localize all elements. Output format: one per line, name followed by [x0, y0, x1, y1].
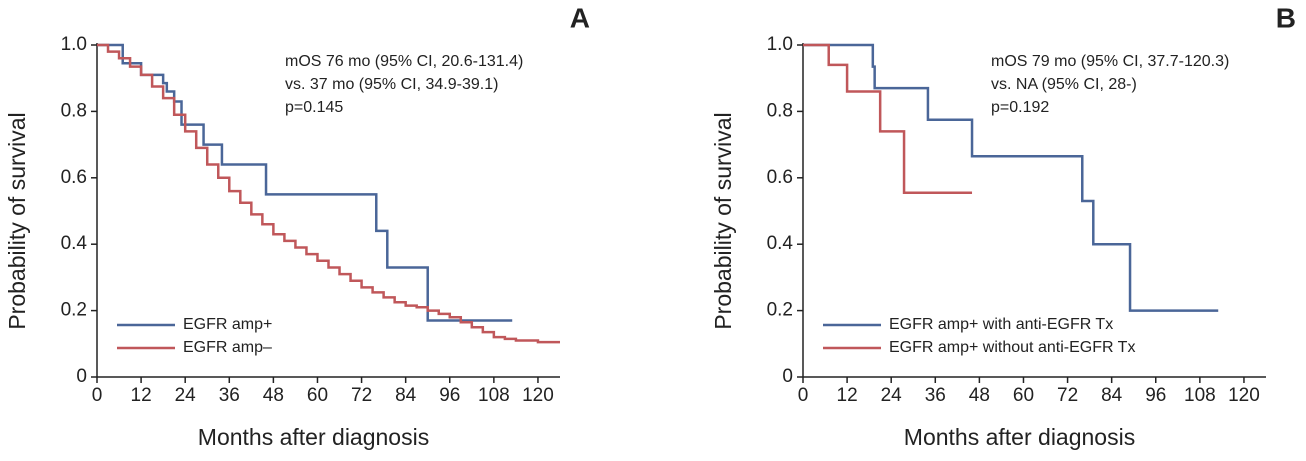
panel: 0 0.2 0.4 0.6 0.8 1.0 0 12 24 36 48 60 72 84 96 108 120 M… [4, 2, 590, 450]
x-tick-label: 60 [1013, 385, 1034, 406]
y-tick-label: 0.6 [61, 167, 87, 188]
x-tick-label: 48 [969, 385, 990, 406]
y-tick-label: 0.2 [767, 300, 793, 321]
x-tick-label: 108 [478, 385, 510, 406]
y-axis-label: Probability of survival [710, 112, 736, 329]
x-tick-label: 84 [395, 385, 417, 406]
survival-curve [803, 43, 1219, 312]
x-tick-label: 120 [522, 385, 554, 406]
x-tick-label: 84 [1101, 385, 1123, 406]
y-tick-label: 0.4 [61, 233, 88, 254]
x-tick-label: 60 [307, 385, 328, 406]
y-tick-label: 0.6 [767, 167, 793, 188]
y-tick-label: 0.8 [767, 100, 793, 121]
x-tick-label: 120 [1228, 385, 1260, 406]
survival-curve [803, 43, 973, 194]
y-tick-label: 0 [782, 366, 793, 387]
x-tick-label: 72 [351, 385, 372, 406]
y-tick-label: 0.4 [767, 233, 794, 254]
x-tick-label: 108 [1184, 385, 1216, 406]
panel-label: A [570, 2, 590, 33]
x-tick-label: 96 [1145, 385, 1166, 406]
x-tick-label: 0 [92, 385, 103, 406]
x-tick-label: 12 [131, 385, 152, 406]
annotation: p=0.192 [991, 99, 1049, 116]
y-tick-label: 1.0 [767, 34, 793, 55]
legend-label: EGFR amp+ without anti-EGFR Tx [889, 339, 1135, 356]
x-tick-label: 0 [798, 385, 809, 406]
y-tick-label: 1.0 [61, 34, 87, 55]
panel-label: B [1276, 2, 1296, 33]
x-tick-label: 48 [263, 385, 284, 406]
x-axis-label: Months after diagnosis [198, 424, 429, 450]
legend-label: EGFR amp– [183, 339, 272, 356]
x-tick-label: 36 [219, 385, 240, 406]
annotation: vs. 37 mo (95% CI, 34.9-39.1) [285, 76, 498, 93]
y-tick-label: 0.8 [61, 100, 87, 121]
survival-curve [97, 43, 560, 344]
x-tick-label: 96 [439, 385, 460, 406]
x-tick-label: 24 [175, 385, 197, 406]
y-tick-label: 0.2 [61, 300, 87, 321]
annotation: p=0.145 [285, 99, 343, 116]
annotation: mOS 79 mo (95% CI, 37.7-120.3) [991, 53, 1229, 70]
x-tick-label: 36 [925, 385, 946, 406]
legend-label: EGFR amp+ [183, 316, 272, 333]
legend-label: EGFR amp+ with anti-EGFR Tx [889, 316, 1113, 333]
annotation: vs. NA (95% CI, 28-) [991, 76, 1137, 93]
annotation: mOS 76 mo (95% CI, 20.6-131.4) [285, 53, 523, 70]
y-tick-label: 0 [76, 366, 87, 387]
x-tick-label: 12 [837, 385, 858, 406]
panel: 0 0.2 0.4 0.6 0.8 1.0 0 12 24 36 48 60 72 84 96 108 120 M… [710, 2, 1296, 450]
x-axis-label: Months after diagnosis [904, 424, 1135, 450]
x-tick-label: 72 [1057, 385, 1078, 406]
y-axis-label: Probability of survival [4, 112, 30, 329]
x-tick-label: 24 [881, 385, 903, 406]
